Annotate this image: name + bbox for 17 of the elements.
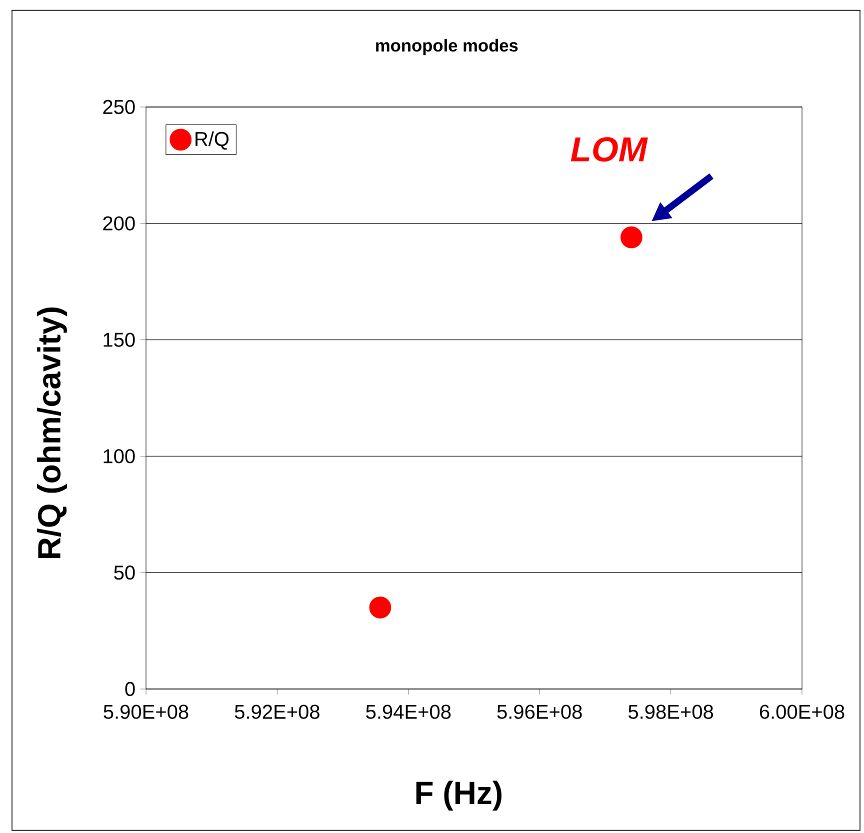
y-tick-label: 100	[104, 449, 135, 464]
x-tick-label: 5.92E+08	[234, 704, 320, 719]
x-axis-title: F (Hz)	[416, 780, 502, 811]
y-tick-label: 200	[103, 216, 135, 230]
y-tick-label: 250	[103, 100, 135, 114]
y-axis-title: R/Q (ohm/cavity)	[37, 307, 67, 558]
y-tick-label: 50	[114, 566, 135, 580]
annotation: LOM	[570, 137, 648, 162]
x-tick-label: 5.96E+08	[497, 704, 582, 719]
x-tick-label: 5.94E+08	[366, 704, 451, 719]
x-tick-label: 6.00E+08	[760, 704, 844, 719]
x-tick-label: 5.90E+08	[104, 704, 188, 719]
y-tick-label: 0	[125, 682, 135, 696]
y-tick-label: 150	[104, 332, 135, 347]
x-tick-label: 5.98E+08	[628, 704, 714, 719]
chart-title: monopole modes	[376, 38, 518, 56]
legend-label: R/Q	[196, 131, 229, 150]
